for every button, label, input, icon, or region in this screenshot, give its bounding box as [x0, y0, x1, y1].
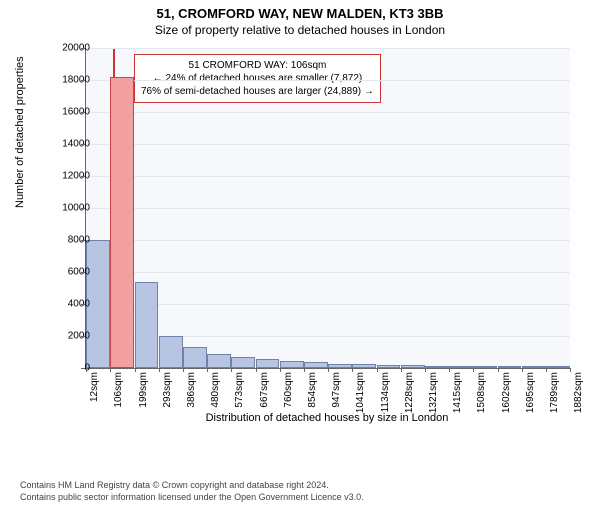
gridline-h — [86, 240, 570, 241]
bar — [183, 347, 207, 368]
bar — [231, 357, 255, 368]
bar — [159, 336, 183, 368]
y-axis-label: Number of detached properties — [14, 56, 26, 208]
x-tick-label: 1602sqm — [501, 372, 512, 422]
bar — [425, 366, 449, 368]
y-tick-mark — [81, 304, 85, 305]
bar — [498, 366, 522, 368]
x-tick-label: 854sqm — [307, 372, 318, 422]
x-tick-label: 199sqm — [138, 372, 149, 422]
gridline-h — [86, 80, 570, 81]
x-tick-label: 12sqm — [89, 372, 100, 422]
bar — [352, 364, 376, 368]
footer-line-1: Contains HM Land Registry data © Crown c… — [20, 480, 329, 490]
y-tick-mark — [81, 272, 85, 273]
y-tick-mark — [81, 80, 85, 81]
x-tick-label: 947sqm — [331, 372, 342, 422]
annotation-line-3: 76% of semi-detached houses are larger (… — [141, 85, 374, 98]
x-tick-mark — [256, 368, 257, 372]
gridline-h — [86, 144, 570, 145]
y-tick-mark — [81, 368, 85, 369]
x-tick-mark — [135, 368, 136, 372]
gridline-h — [86, 208, 570, 209]
bar — [304, 362, 328, 368]
gridline-h — [86, 112, 570, 113]
x-tick-mark — [546, 368, 547, 372]
bar-highlight — [110, 77, 134, 368]
x-tick-mark — [280, 368, 281, 372]
annotation-box: 51 CROMFORD WAY: 106sqm ← 24% of detache… — [134, 54, 381, 103]
x-tick-label: 1134sqm — [380, 372, 391, 422]
x-tick-mark — [207, 368, 208, 372]
x-tick-mark — [231, 368, 232, 372]
x-tick-mark — [352, 368, 353, 372]
y-tick-mark — [81, 208, 85, 209]
x-tick-label: 293sqm — [162, 372, 173, 422]
gridline-h — [86, 272, 570, 273]
x-tick-mark — [401, 368, 402, 372]
bar — [473, 366, 497, 368]
bar — [449, 366, 473, 368]
annotation-line-1: 51 CROMFORD WAY: 106sqm — [141, 59, 374, 72]
x-tick-mark — [522, 368, 523, 372]
x-tick-mark — [110, 368, 111, 372]
x-tick-label: 1695sqm — [525, 372, 536, 422]
x-tick-label: 1508sqm — [476, 372, 487, 422]
x-tick-mark — [304, 368, 305, 372]
main-title: 51, CROMFORD WAY, NEW MALDEN, KT3 3BB — [0, 6, 600, 21]
gridline-h — [86, 176, 570, 177]
x-tick-label: 1415sqm — [452, 372, 463, 422]
bar — [522, 366, 546, 368]
x-tick-label: 106sqm — [113, 372, 124, 422]
x-tick-label: 1789sqm — [549, 372, 560, 422]
y-tick-mark — [81, 48, 85, 49]
y-tick-mark — [81, 144, 85, 145]
annotation-line-2: ← 24% of detached houses are smaller (7,… — [141, 72, 374, 85]
footer-line-2: Contains public sector information licen… — [20, 492, 364, 502]
plot-area: 51 CROMFORD WAY: 106sqm ← 24% of detache… — [85, 48, 570, 369]
gridline-h — [86, 48, 570, 49]
x-tick-mark — [498, 368, 499, 372]
x-tick-label: 667sqm — [259, 372, 270, 422]
x-tick-label: 573sqm — [234, 372, 245, 422]
x-tick-mark — [183, 368, 184, 372]
y-tick-mark — [81, 336, 85, 337]
x-tick-label: 386sqm — [186, 372, 197, 422]
x-tick-label: 1228sqm — [404, 372, 415, 422]
gridline-h — [86, 304, 570, 305]
bar — [328, 364, 352, 368]
chart-container: Number of detached properties 51 CROMFOR… — [30, 48, 580, 428]
x-tick-mark — [328, 368, 329, 372]
x-tick-mark — [377, 368, 378, 372]
sub-title: Size of property relative to detached ho… — [0, 23, 600, 37]
x-tick-mark — [86, 368, 87, 372]
x-tick-label: 760sqm — [283, 372, 294, 422]
bar — [256, 359, 280, 368]
x-tick-label: 1321sqm — [428, 372, 439, 422]
x-axis-label: Distribution of detached houses by size … — [85, 412, 569, 424]
x-tick-mark — [425, 368, 426, 372]
bar — [280, 361, 304, 368]
y-tick-mark — [81, 176, 85, 177]
y-tick-mark — [81, 112, 85, 113]
x-tick-label: 1041sqm — [355, 372, 366, 422]
x-tick-label: 1882sqm — [573, 372, 584, 422]
y-tick-mark — [81, 240, 85, 241]
bar — [401, 365, 425, 368]
bar — [207, 354, 231, 368]
x-tick-mark — [570, 368, 571, 372]
bar — [135, 282, 159, 368]
x-tick-label: 480sqm — [210, 372, 221, 422]
x-tick-mark — [473, 368, 474, 372]
bar — [377, 365, 401, 368]
bar — [546, 366, 570, 368]
x-tick-mark — [449, 368, 450, 372]
x-tick-mark — [159, 368, 160, 372]
